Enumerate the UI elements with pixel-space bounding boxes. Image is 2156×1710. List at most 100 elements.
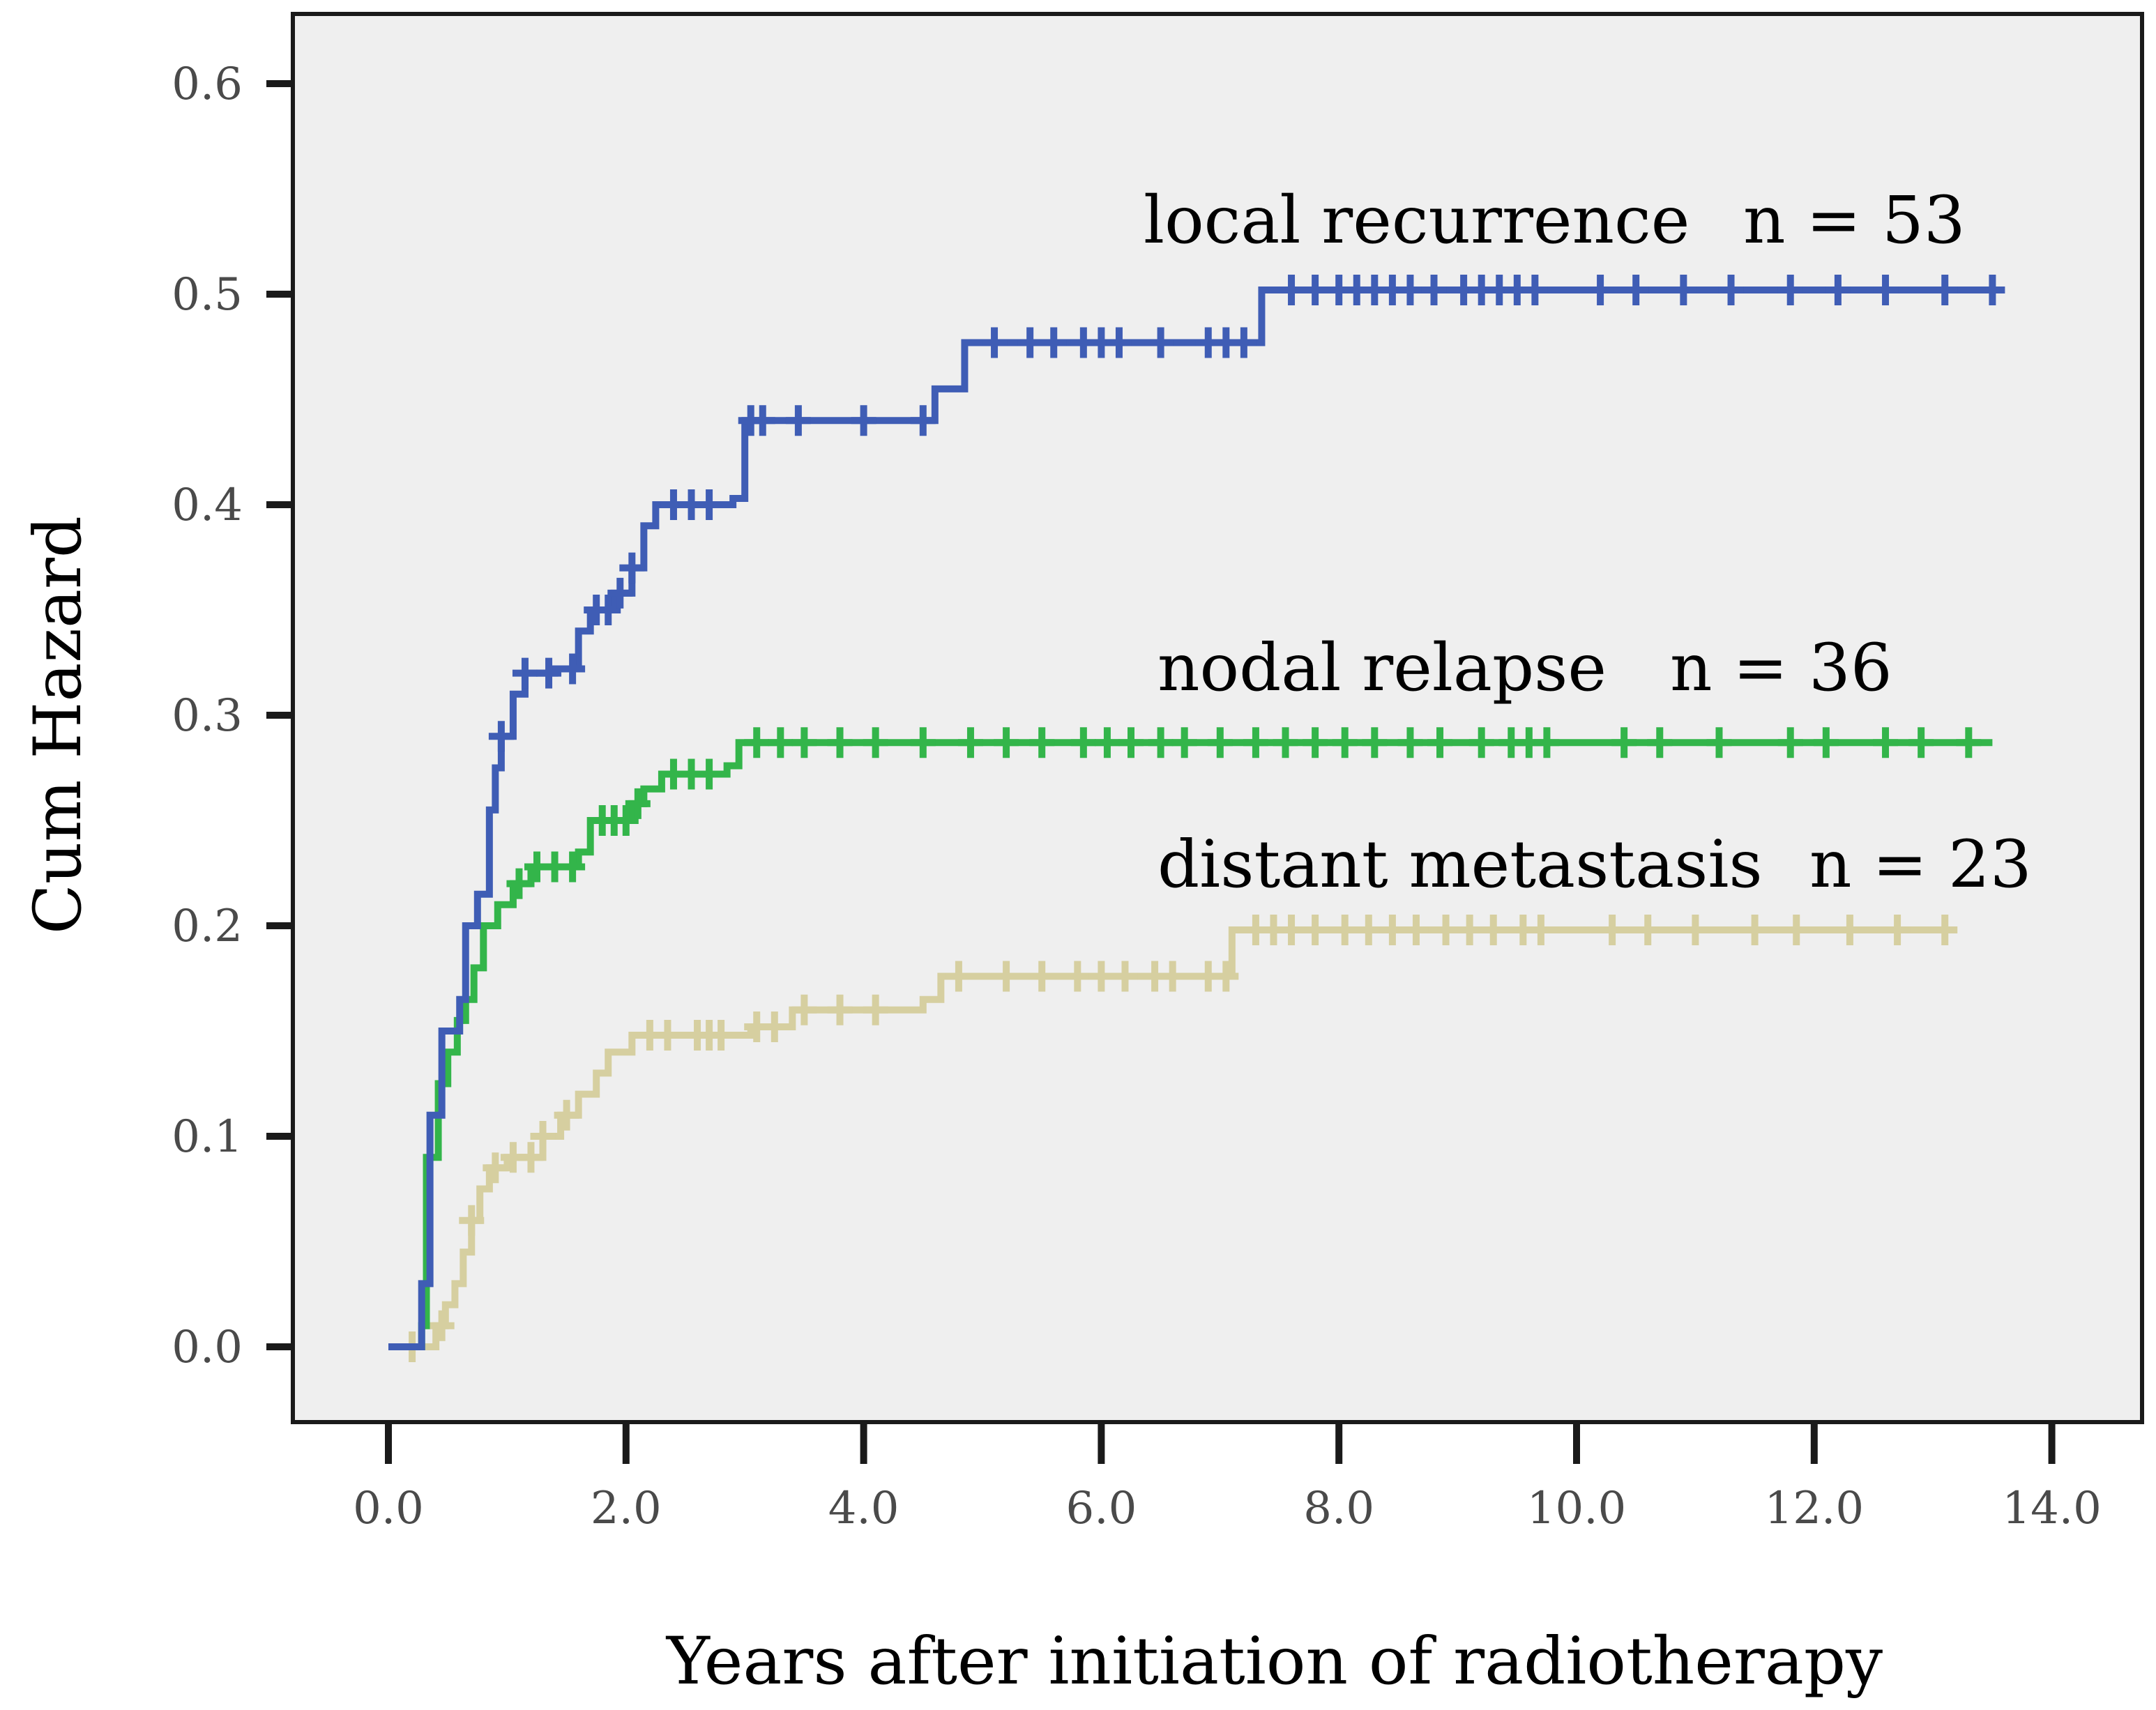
censor-mark-distant-metastasis [1885, 915, 1911, 946]
censor-mark-nodal-relapse [1171, 727, 1197, 758]
censor-mark-nodal-relapse [1118, 727, 1144, 758]
censor-mark-local-recurrence [488, 721, 514, 752]
series-label-local-recurrence: local recurrence [1144, 183, 1690, 259]
censor-mark-nodal-relapse [744, 727, 770, 758]
censor-mark-local-recurrence [697, 489, 722, 520]
censor-mark-nodal-relapse [1273, 727, 1298, 758]
censor-mark-distant-metastasis [1065, 961, 1091, 992]
censor-mark-nodal-relapse [1534, 727, 1560, 758]
censor-mark-local-recurrence [1421, 274, 1447, 305]
censor-mark-distant-metastasis [1457, 915, 1482, 946]
censor-mark-nodal-relapse [910, 727, 936, 758]
censor-mark-nodal-relapse [1362, 727, 1388, 758]
censor-mark-distant-metastasis [1279, 915, 1305, 946]
censor-mark-nodal-relapse [506, 868, 532, 899]
censor-mark-nodal-relapse [1813, 727, 1839, 758]
censor-mark-distant-metastasis [1088, 961, 1114, 992]
series-label-nodal-relapse: nodal relapse [1157, 630, 1607, 706]
x-axis-title: Years after initiation of radiotherapy [665, 1624, 1883, 1700]
censor-mark-distant-metastasis [459, 1205, 485, 1236]
x-tick-label: 4.0 [828, 1483, 899, 1534]
y-tick-label: 0.6 [172, 59, 243, 110]
x-tick-label: 12.0 [1765, 1483, 1865, 1534]
censor-mark-distant-metastasis [1160, 961, 1185, 992]
censor-mark-local-recurrence [1148, 327, 1174, 358]
censor-mark-distant-metastasis [429, 1310, 455, 1341]
censor-mark-nodal-relapse [1908, 727, 1934, 758]
censor-mark-nodal-relapse [827, 727, 853, 758]
censor-mark-local-recurrence [595, 595, 621, 625]
censor-mark-nodal-relapse [768, 727, 794, 758]
censor-mark-nodal-relapse [1332, 727, 1358, 758]
censor-mark-nodal-relapse [1070, 727, 1096, 758]
censor-mark-local-recurrence [1932, 274, 1958, 305]
censor-mark-nodal-relapse [1029, 727, 1055, 758]
censor-mark-distant-metastasis [1303, 915, 1328, 946]
plot-area [291, 12, 2144, 1424]
censor-mark-local-recurrence [1588, 274, 1614, 305]
censor-mark-distant-metastasis [708, 1020, 734, 1051]
censor-mark-nodal-relapse [1243, 727, 1268, 758]
y-axis-title: Cum Hazard [20, 516, 96, 934]
censor-mark-nodal-relapse [625, 788, 651, 819]
censor-mark-local-recurrence [1671, 274, 1696, 305]
censor-mark-distant-metastasis [1029, 961, 1055, 992]
censor-mark-distant-metastasis [791, 994, 817, 1025]
censor-mark-local-recurrence [1397, 274, 1423, 305]
censor-mark-local-recurrence [619, 552, 645, 583]
axes: 0.0 0.1 0.2 0.3 0.4 0.5 0.6 0.0 2.0 4.0 6.0 8.0 10.0… [172, 59, 2102, 1534]
censor-mark-distant-metastasis [1784, 915, 1809, 946]
censor-mark-distant-metastasis [994, 961, 1019, 992]
censor-mark-distant-metastasis [863, 994, 888, 1025]
censor-mark-local-recurrence [1106, 327, 1132, 358]
censor-mark-distant-metastasis [483, 1152, 508, 1184]
censor-mark-nodal-relapse [1706, 727, 1732, 758]
censor-mark-nodal-relapse [1647, 727, 1673, 758]
censor-mark-local-recurrence [1777, 274, 1803, 305]
censor-mark-nodal-relapse [1777, 727, 1803, 758]
censor-mark-nodal-relapse [1207, 727, 1233, 758]
censor-mark-local-recurrence [982, 327, 1008, 358]
censor-mark-distant-metastasis [530, 1121, 556, 1152]
series-line-distant-metastasis [388, 926, 1945, 1350]
censor-mark-distant-metastasis [1213, 961, 1239, 992]
censor-mark-nodal-relapse [957, 727, 983, 758]
censor-mark-nodal-relapse [1873, 727, 1899, 758]
censor-mark-local-recurrence [1231, 327, 1257, 358]
censor-mark-local-recurrence [512, 657, 538, 689]
censor-mark-local-recurrence [1041, 327, 1067, 358]
series-layer [388, 274, 2005, 1362]
censor-mark-local-recurrence [1980, 274, 2005, 305]
censor-mark-local-recurrence [1718, 274, 1744, 305]
censor-mark-local-recurrence [851, 405, 876, 436]
censor-mark-distant-metastasis [946, 961, 971, 992]
censor-mark-distant-metastasis [1403, 915, 1429, 946]
censor-mark-nodal-relapse [560, 851, 586, 883]
y-tick-label: 0.0 [172, 1322, 243, 1373]
x-tick-label: 8.0 [1303, 1483, 1374, 1534]
censor-mark-nodal-relapse [1611, 727, 1637, 758]
y-tick-label: 0.3 [172, 690, 243, 742]
y-tick-label: 0.2 [172, 901, 243, 952]
censor-mark-local-recurrence [750, 405, 775, 436]
censor-mark-distant-metastasis [1332, 915, 1358, 946]
censor-mark-local-recurrence [607, 577, 633, 609]
censor-mark-distant-metastasis [518, 1142, 544, 1173]
censor-mark-distant-metastasis [1528, 915, 1554, 946]
censor-mark-local-recurrence [1873, 274, 1899, 305]
censor-mark-local-recurrence [1623, 274, 1649, 305]
series-n-local-recurrence: n = 53 [1743, 183, 1966, 259]
censor-mark-distant-metastasis [554, 1099, 579, 1131]
censor-mark-local-recurrence [785, 405, 811, 436]
censor-mark-distant-metastasis [1433, 915, 1459, 946]
censor-mark-distant-metastasis [1683, 915, 1708, 946]
censor-mark-local-recurrence [560, 653, 586, 685]
x-tick-label: 14.0 [2002, 1483, 2102, 1534]
censor-mark-distant-metastasis [1600, 915, 1625, 946]
censor-mark-local-recurrence [1303, 274, 1328, 305]
series-label-distant-metastasis: distant metastasis [1157, 827, 1763, 903]
censor-mark-nodal-relapse [613, 805, 639, 836]
censor-mark-nodal-relapse [791, 727, 817, 758]
censor-mark-nodal-relapse [1148, 727, 1174, 758]
